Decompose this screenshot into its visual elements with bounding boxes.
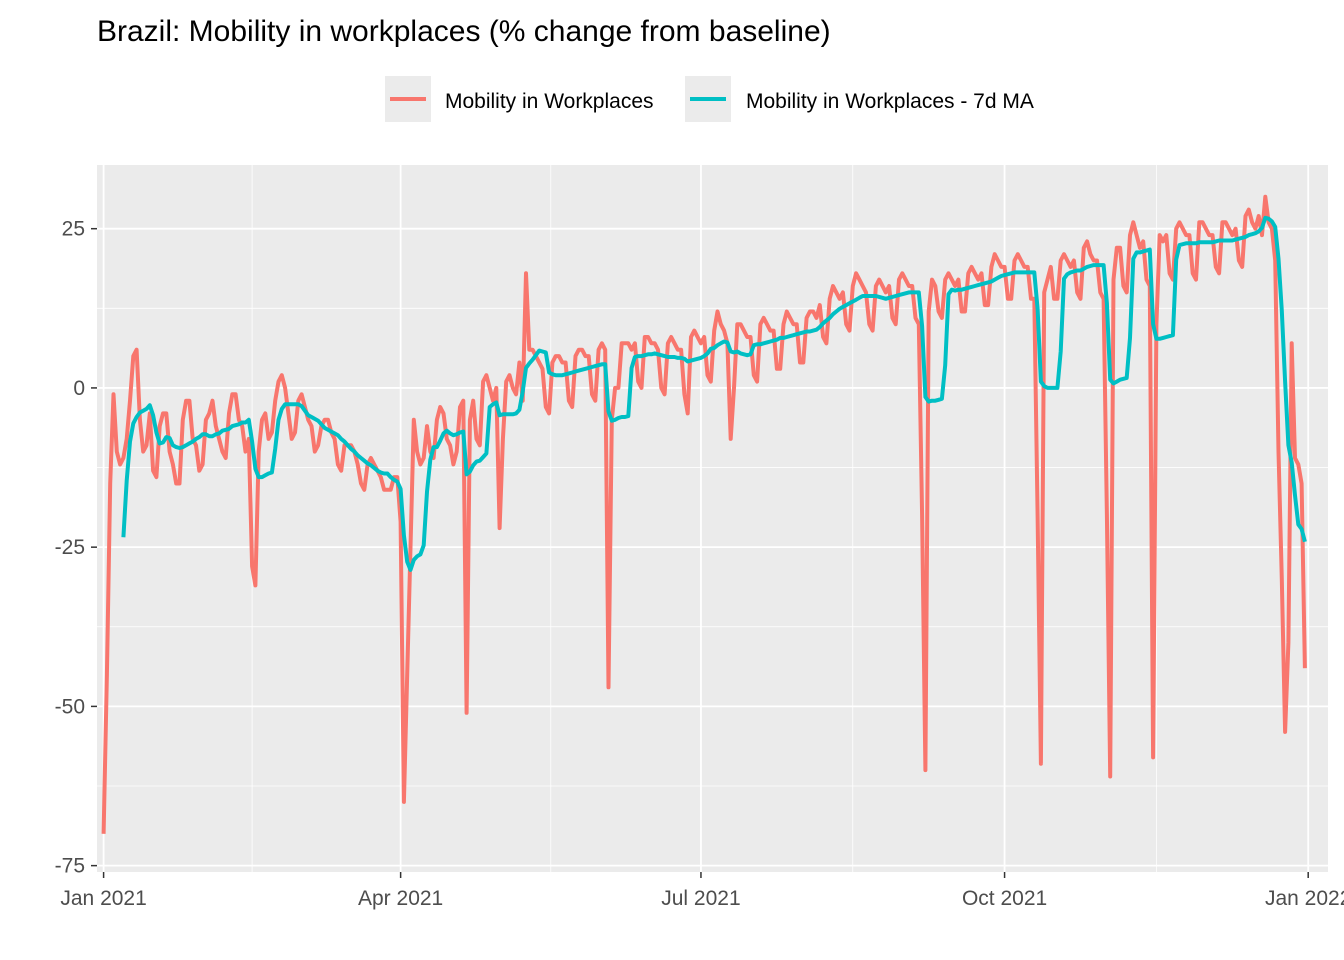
plot-panel <box>97 165 1328 872</box>
x-tick-label: Apr 2021 <box>358 887 443 910</box>
y-tick-label: -50 <box>55 695 85 718</box>
legend-label-ma: Mobility in Workplaces - 7d MA <box>746 90 1034 113</box>
chart-title: Brazil: Mobility in workplaces (% change… <box>97 15 831 48</box>
y-tick-label: -75 <box>55 855 85 878</box>
x-tick-label: Jul 2021 <box>661 887 740 910</box>
legend: Mobility in Workplaces Mobility in Workp… <box>385 76 1034 122</box>
x-tick-label: Jan 2022 <box>1265 887 1344 910</box>
x-tick-label: Jan 2021 <box>60 887 146 910</box>
y-tick-label: 25 <box>62 218 85 241</box>
x-tick-label: Oct 2021 <box>962 887 1047 910</box>
series-line-mobility-7d-ma <box>121 215 1307 572</box>
series-lines <box>101 194 1307 834</box>
y-tick-label: 0 <box>73 377 85 400</box>
axis-ticks: 25 0 -25 -50 -75 Jan 2021 Apr 2021 Jul 2021 Oct … <box>55 218 1344 910</box>
legend-label-raw: Mobility in Workplaces <box>445 90 654 113</box>
series-line-mobility <box>101 194 1307 834</box>
y-tick-label: -25 <box>55 536 85 559</box>
